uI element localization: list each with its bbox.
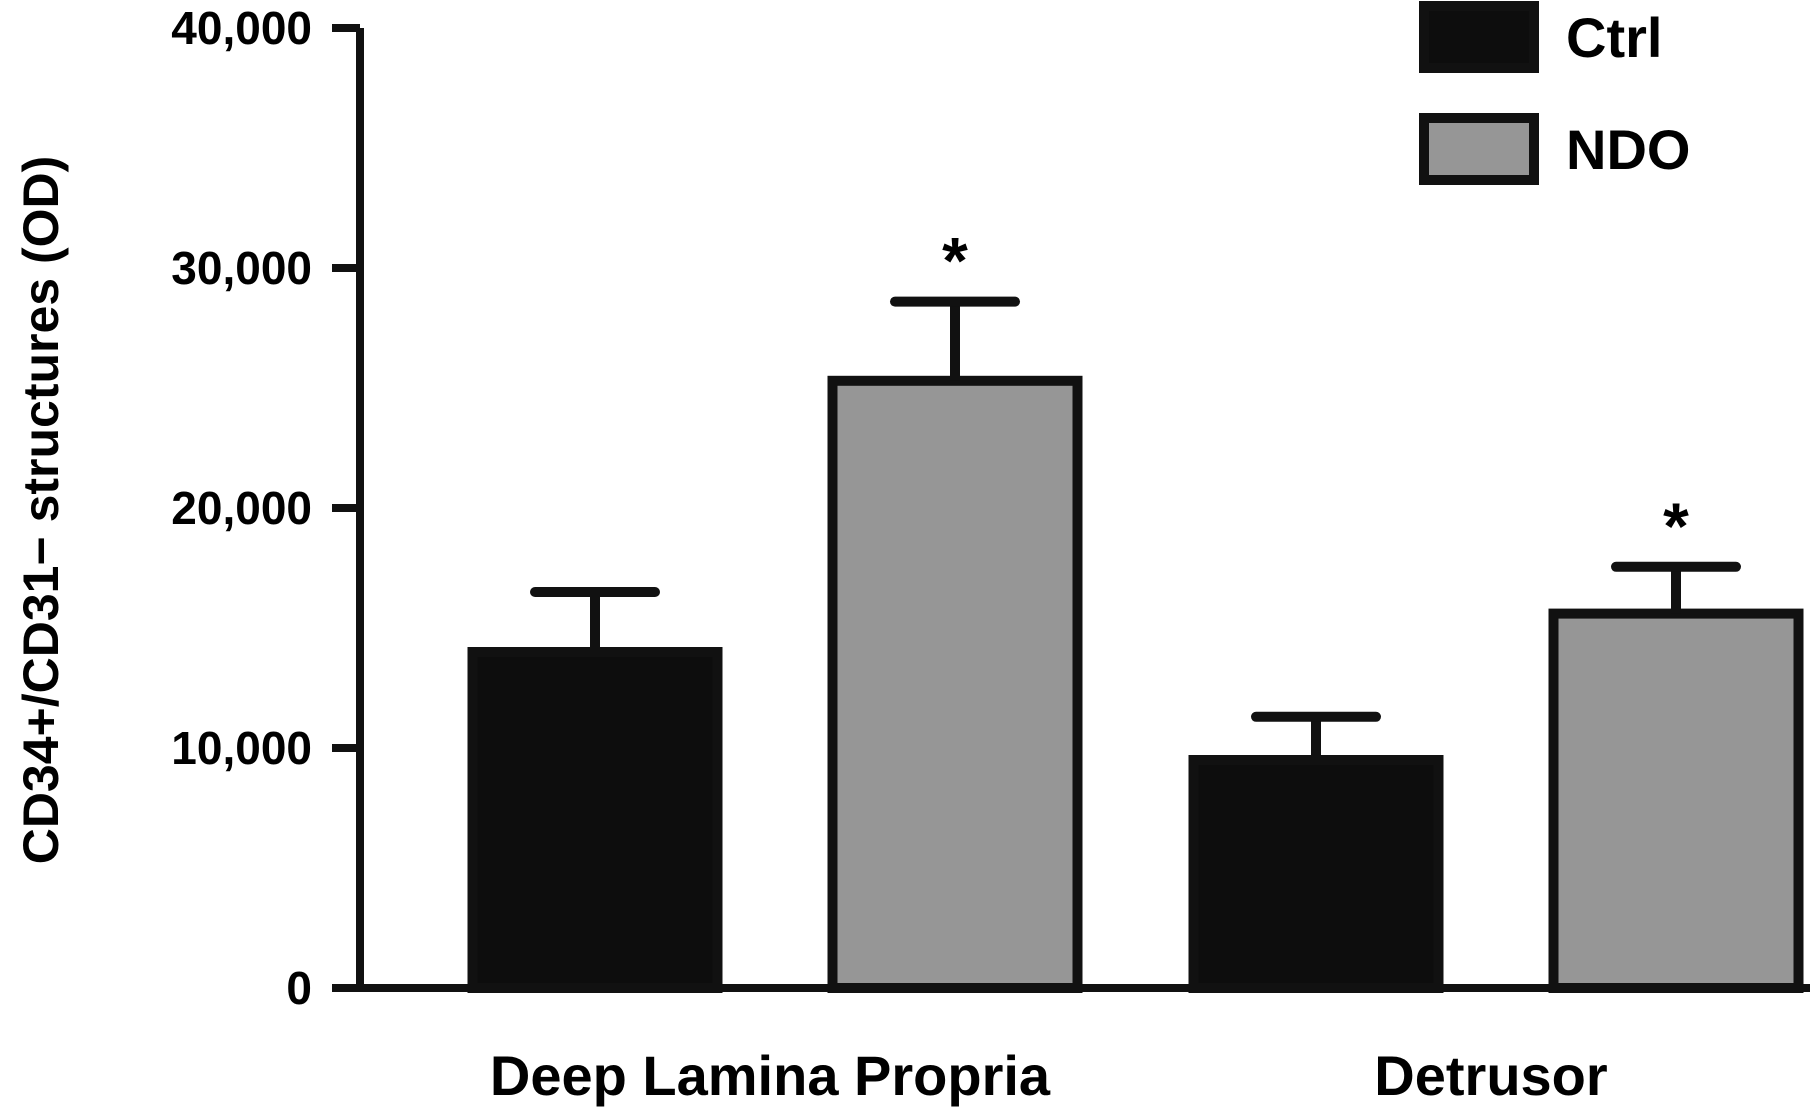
axes-layer: 0 10,000 20,000 30,000 40,000 Deep Lamina Pro…	[171, 2, 1810, 1107]
y-tick-label: 10,000	[171, 722, 312, 774]
y-tick-label: 30,000	[171, 242, 312, 294]
bar-ndo-1	[1548, 608, 1804, 993]
bar-ndo-0	[827, 375, 1083, 993]
error-bars-layer	[530, 296, 1741, 760]
y-tick-label: 0	[286, 962, 312, 1014]
bar-ctrl-1	[1188, 755, 1444, 993]
significance-marker: *	[942, 224, 968, 298]
y-tick-label: 40,000	[171, 2, 312, 54]
bars-layer	[467, 375, 1804, 993]
significance-marker: *	[1663, 489, 1689, 563]
legend-swatch-ndo	[1419, 113, 1539, 185]
bar-ctrl-0	[467, 647, 723, 993]
y-axis-title: CD34+/CD31− structures (OD)	[13, 156, 69, 865]
significance-layer: **	[942, 224, 1689, 563]
legend: Ctrl NDO	[1419, 1, 1690, 185]
x-category-label: Deep Lamina Propria	[490, 1044, 1051, 1107]
legend-label-ndo: NDO	[1566, 118, 1690, 181]
y-tick-label: 20,000	[171, 482, 312, 534]
x-category-label: Detrusor	[1374, 1044, 1607, 1107]
legend-label-ctrl: Ctrl	[1566, 6, 1662, 69]
legend-swatch-ctrl	[1419, 1, 1539, 73]
